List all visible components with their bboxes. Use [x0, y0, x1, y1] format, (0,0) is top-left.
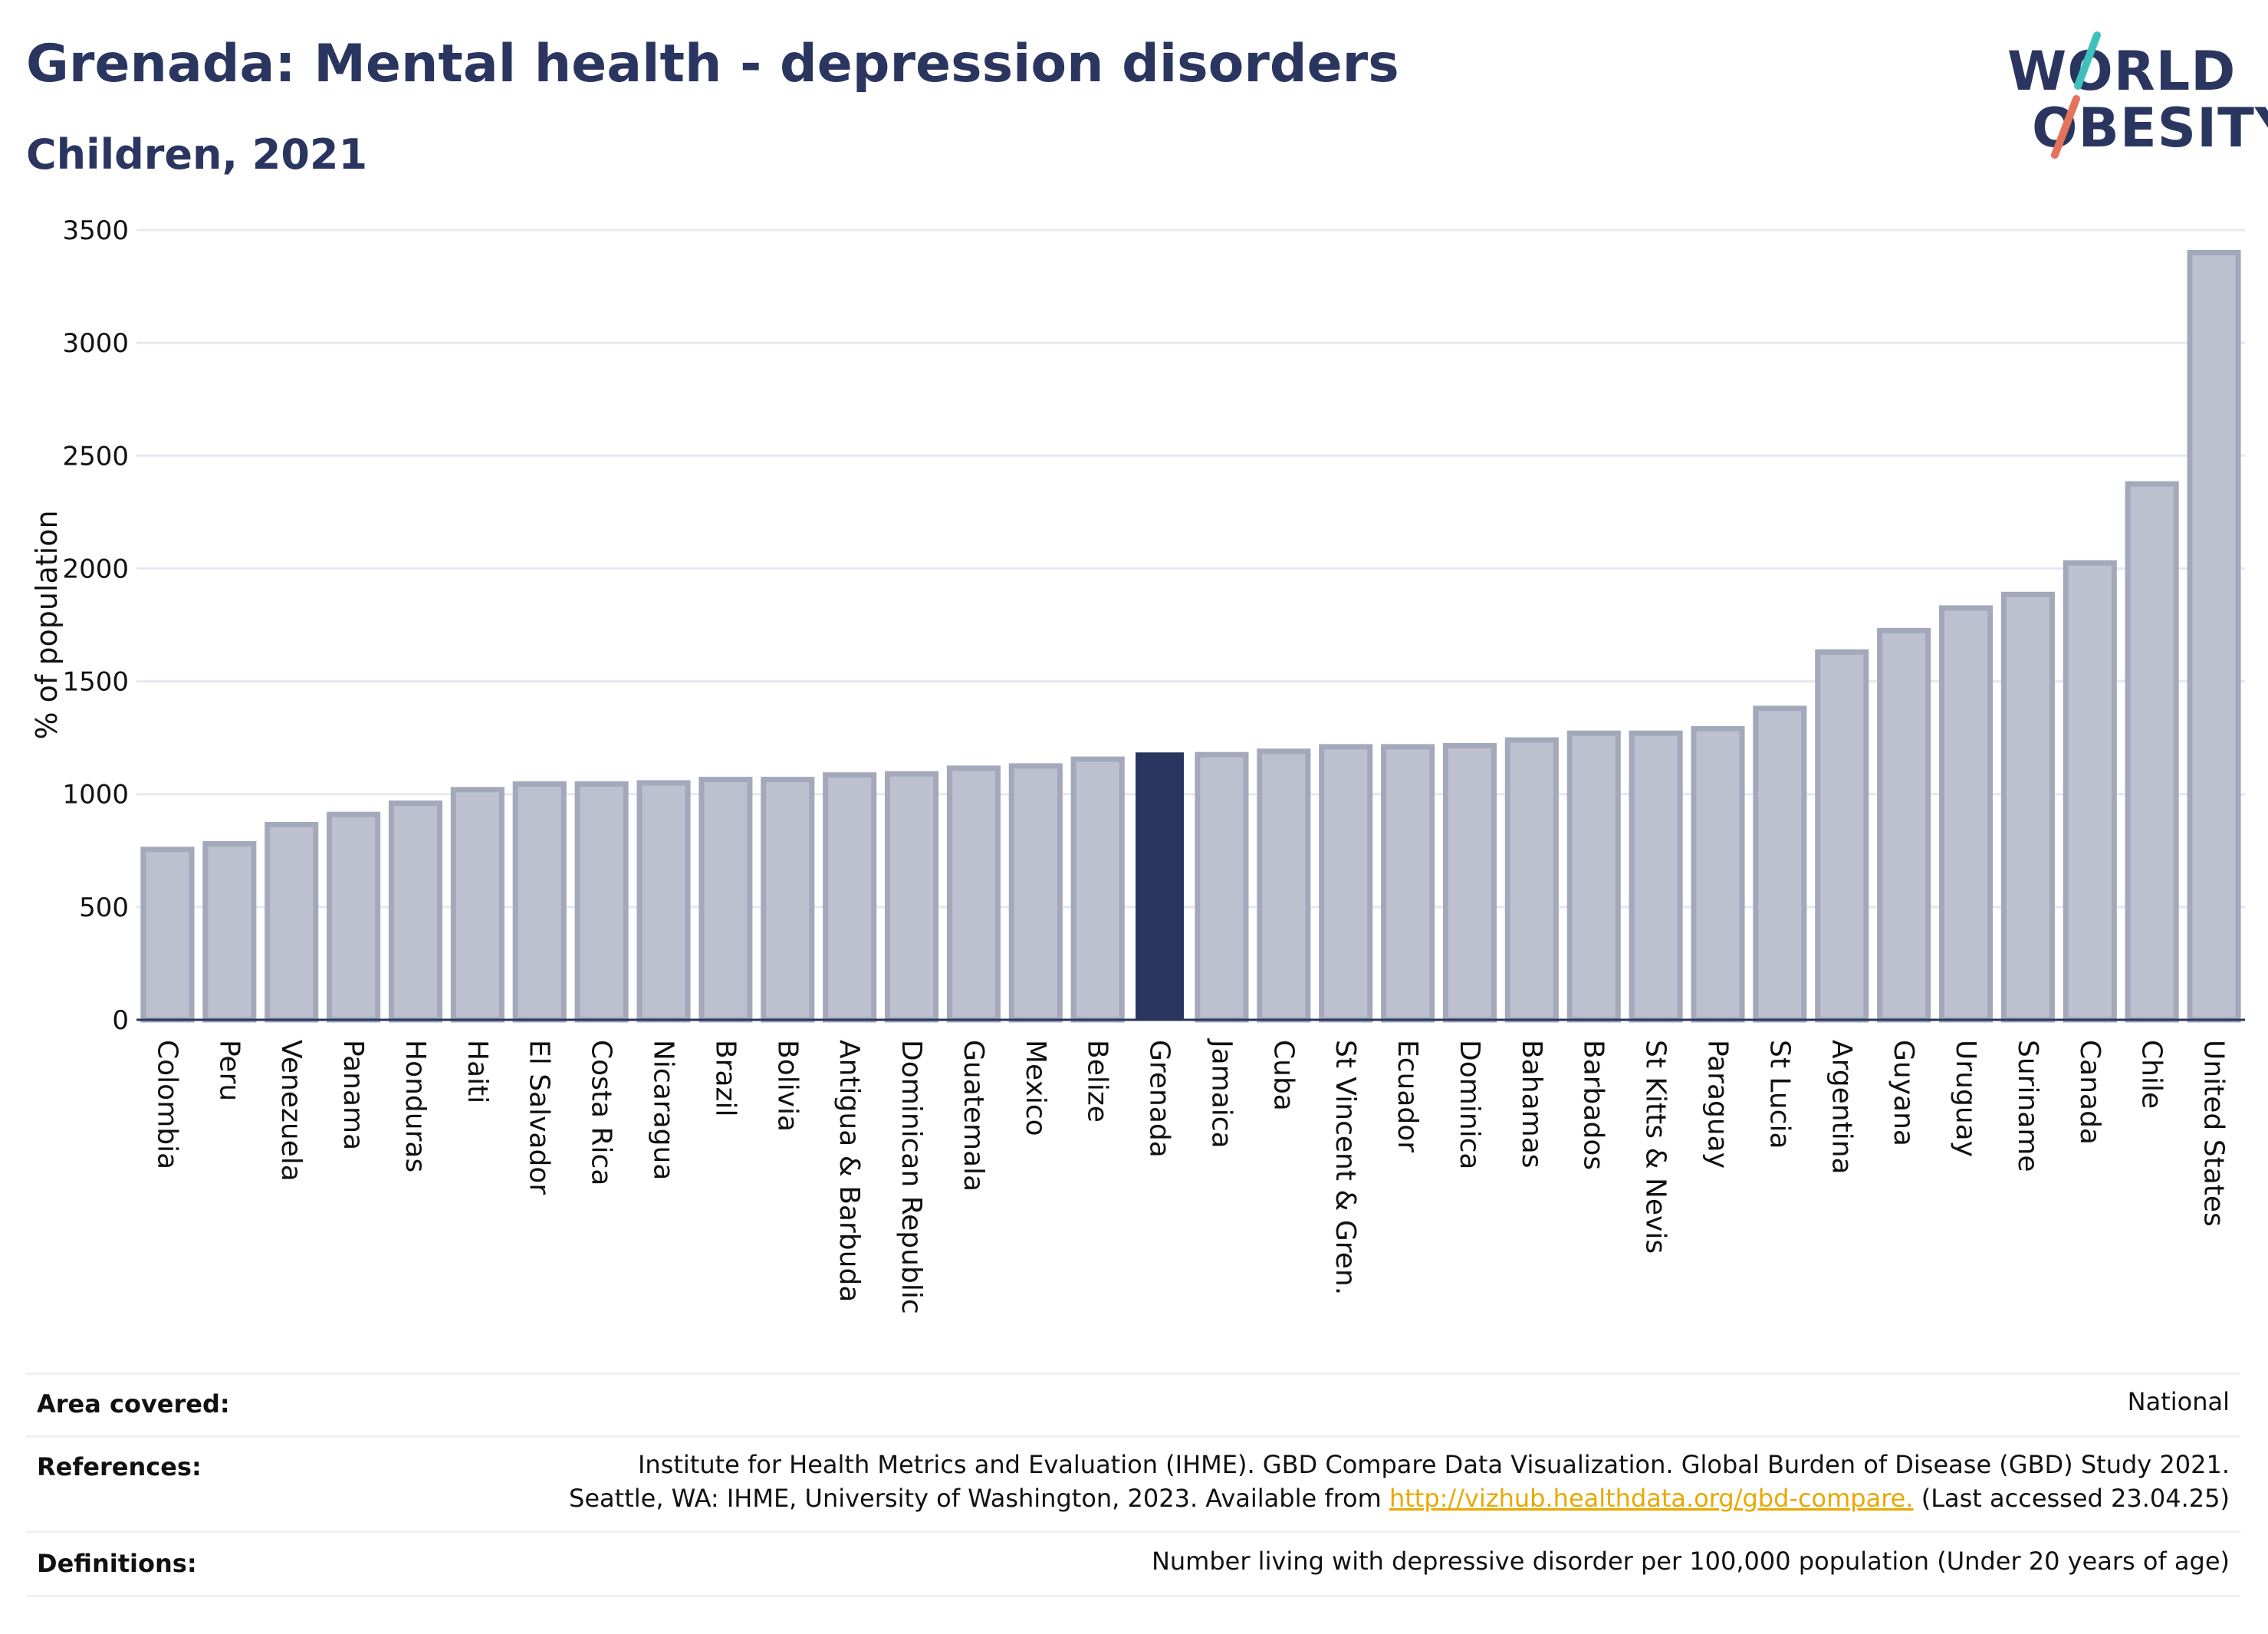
bar-nicaragua [636, 780, 691, 1023]
x-tick-label: Haiti [462, 1040, 493, 1103]
x-tick-label: St Vincent & Gren. [1330, 1040, 1361, 1295]
bar-panama [327, 811, 381, 1023]
bar-bahamas [1504, 737, 1559, 1023]
bar-chile [2125, 481, 2179, 1023]
x-tick-label: Cuba [1267, 1040, 1299, 1111]
y-tick-label: 1000 [62, 780, 129, 810]
bar-belize [1070, 756, 1125, 1023]
bar-haiti [450, 787, 505, 1023]
y-tick-label: 3000 [62, 328, 129, 359]
area-covered-label: Area covered: [37, 1389, 230, 1419]
bar-dominica [1442, 742, 1497, 1023]
world-obesity-logo: WORLD OBESITY [1994, 26, 2268, 164]
footer-divider [26, 1530, 2240, 1533]
definitions-label: Definitions: [37, 1549, 197, 1578]
bar-guyana [1877, 627, 1931, 1023]
y-tick-label: 2500 [62, 441, 129, 472]
x-tick-label: Bolivia [771, 1040, 803, 1132]
bar-argentina [1815, 649, 1869, 1023]
x-tick-label: St Lucia [1763, 1040, 1795, 1149]
x-tick-label: Bahamas [1516, 1040, 1547, 1169]
x-tick-label: Antigua & Barbuda [833, 1040, 865, 1302]
bar-dominican-republic [884, 771, 939, 1023]
bar-st-lucia [1753, 705, 1807, 1023]
x-tick-label: Suriname [2012, 1040, 2043, 1172]
x-tick-label: Paraguay [1702, 1040, 1734, 1169]
references-text: Institute for Health Metrics and Evaluat… [569, 1448, 2230, 1515]
bar-brazil [698, 777, 753, 1023]
x-tick-label: Canada [2074, 1040, 2105, 1145]
bar-jamaica [1195, 751, 1249, 1023]
references-link[interactable]: http://vizhub.healthdata.org/gbd-compare… [1389, 1484, 1914, 1513]
bar-peru [202, 840, 257, 1023]
bar-barbados [1566, 730, 1621, 1023]
x-tick-label: Dominica [1454, 1040, 1485, 1170]
bar-el-salvador [512, 781, 567, 1023]
bar-paraguay [1691, 725, 1745, 1023]
x-tick-label: Belize [1082, 1040, 1113, 1123]
bar-antigua-barbuda [823, 772, 877, 1023]
bar-honduras [388, 800, 443, 1023]
y-tick-label: 500 [79, 893, 129, 923]
x-tick-label: El Salvador [524, 1040, 555, 1195]
x-tick-label: Honduras [399, 1040, 431, 1172]
x-tick-label: Brazil [709, 1040, 741, 1116]
x-tick-label: Panama [337, 1040, 369, 1150]
x-tick-label: Uruguay [1950, 1040, 1981, 1157]
x-tick-label: St Kitts & Nevis [1640, 1040, 1671, 1254]
bar-st-kitts-nevis [1629, 730, 1683, 1023]
y-tick-label: 1500 [62, 667, 129, 698]
bar-costa-rica [574, 781, 629, 1023]
bar-united-states [2187, 249, 2241, 1023]
x-tick-label: Argentina [1826, 1040, 1857, 1175]
x-tick-label: Dominican Republic [896, 1040, 927, 1314]
area-covered-value: National [2127, 1387, 2230, 1416]
bar-canada [2063, 560, 2117, 1023]
bar-st-vincent-gren- [1319, 744, 1373, 1023]
bar-guatemala [946, 765, 1001, 1023]
x-tick-label: Guatemala [958, 1040, 989, 1192]
y-tick-label: 2000 [62, 554, 129, 584]
x-tick-label: Guyana [1888, 1040, 1919, 1146]
footer-divider [26, 1373, 2240, 1375]
definitions-value: Number living with depressive disorder p… [1151, 1547, 2230, 1576]
references-line-1: Institute for Health Metrics and Evaluat… [637, 1450, 2230, 1479]
logo-slash-icon [2051, 31, 2101, 159]
x-tick-label: Barbados [1578, 1040, 1609, 1170]
x-tick-label: Peru [213, 1040, 245, 1101]
bar-cuba [1257, 748, 1311, 1023]
x-tick-label: Colombia [151, 1040, 182, 1169]
y-axis-label: % of population [30, 510, 64, 739]
bar-suriname [2000, 591, 2055, 1023]
chart-subtitle: Children, 2021 [26, 130, 368, 179]
x-tick-label: Ecuador [1392, 1040, 1423, 1152]
x-tick-label: Grenada [1144, 1040, 1175, 1158]
bar-chart: 0 500 1000 1500 2000 2500 3000 3500 % of populat… [30, 215, 2245, 1314]
references-line-2-pre: Seattle, WA: IHME, University of Washing… [569, 1484, 1389, 1513]
logo-line-1: WORLD [2007, 40, 2237, 103]
x-tick-label: Nicaragua [648, 1040, 679, 1180]
footer-divider [26, 1435, 2240, 1438]
bar-ecuador [1381, 744, 1435, 1023]
x-tick-label: Jamaica [1205, 1038, 1237, 1149]
x-tick-label: Costa Rica [586, 1040, 617, 1185]
x-tick-label: United States [2198, 1040, 2230, 1227]
y-tick-label: 3500 [62, 215, 129, 246]
bar-colombia [140, 847, 195, 1023]
chart-title: Grenada: Mental health - depression diso… [26, 34, 1399, 94]
x-tick-label: Chile [2136, 1040, 2168, 1109]
x-tick-label: Venezuela [275, 1040, 307, 1182]
bar-bolivia [761, 777, 815, 1023]
bar-grenada [1136, 752, 1185, 1020]
y-tick-label: 0 [112, 1005, 129, 1036]
references-line-2-post: (Last accessed 23.04.25) [1913, 1484, 2230, 1513]
bar-uruguay [1938, 605, 1994, 1023]
footer-divider [26, 1595, 2240, 1597]
bar-venezuela [265, 821, 319, 1023]
references-line-2: Seattle, WA: IHME, University of Washing… [569, 1481, 2230, 1515]
references-label: References: [37, 1452, 202, 1481]
x-tick-label: Mexico [1020, 1040, 1051, 1136]
bar-mexico [1008, 763, 1063, 1023]
